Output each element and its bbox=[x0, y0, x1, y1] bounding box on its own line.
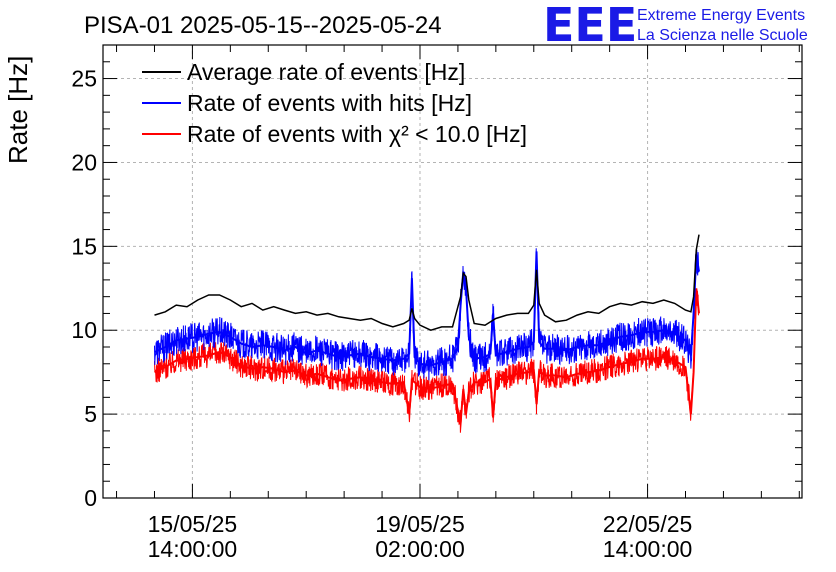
logo-text: EEE bbox=[543, 0, 637, 52]
series-line bbox=[154, 288, 700, 423]
series-line-noise bbox=[154, 248, 700, 381]
legend-entry: Rate of events with hits [Hz] bbox=[187, 90, 472, 116]
y-tick-label: 0 bbox=[84, 485, 97, 511]
legend-entry: Rate of events with χ² < 10.0 [Hz] bbox=[187, 121, 527, 147]
y-tick-label: 20 bbox=[71, 149, 97, 175]
eee-logo: EEE Extreme Energy Events La Scienza nel… bbox=[543, 0, 808, 52]
series-line bbox=[154, 234, 700, 332]
legend-entry: Average rate of events [Hz] bbox=[187, 59, 465, 85]
logo-line-1: Extreme Energy Events bbox=[637, 7, 805, 24]
y-tick-label: 5 bbox=[84, 401, 97, 427]
y-tick-label: 25 bbox=[71, 66, 97, 92]
x-tick-time: 14:00:00 bbox=[603, 536, 693, 562]
chart-title: PISA-01 2025-05-15--2025-05-24 bbox=[84, 12, 442, 39]
y-axis-label: Rate [Hz] bbox=[3, 56, 33, 164]
series-line bbox=[154, 251, 700, 367]
x-tick-time: 02:00:00 bbox=[375, 536, 465, 562]
y-tick-label: 15 bbox=[71, 233, 97, 259]
plot-frame bbox=[102, 44, 803, 499]
series-line-noise bbox=[154, 290, 700, 433]
axes: 051015202515/05/2514:00:0019/05/2502:00:… bbox=[71, 44, 802, 562]
logo-line-2: La Scienza nelle Scuole bbox=[637, 27, 808, 44]
x-tick-date: 22/05/25 bbox=[603, 511, 693, 537]
x-tick-date: 19/05/25 bbox=[375, 511, 465, 537]
grid-lines bbox=[103, 45, 802, 498]
x-tick-time: 14:00:00 bbox=[148, 536, 238, 562]
data-series bbox=[154, 234, 700, 433]
x-tick-date: 15/05/25 bbox=[148, 511, 238, 537]
legend: Average rate of events [Hz] Rate of event… bbox=[142, 59, 527, 147]
y-tick-label: 10 bbox=[71, 317, 97, 343]
